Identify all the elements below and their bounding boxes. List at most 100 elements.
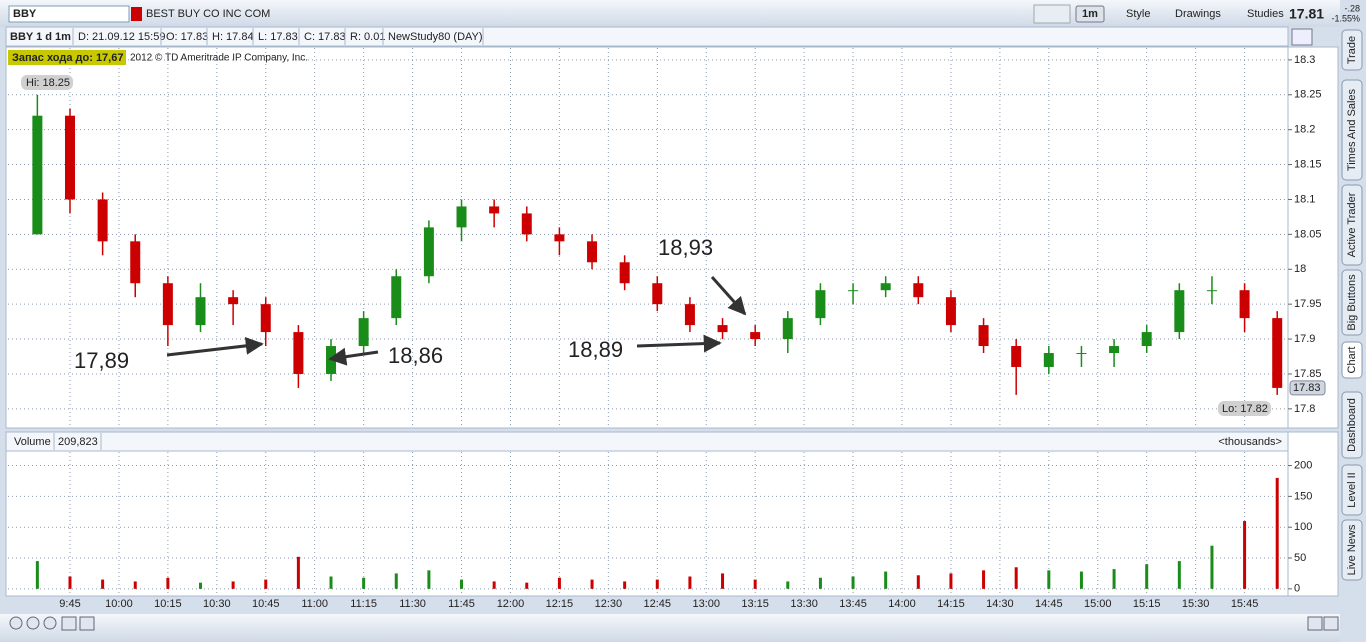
- side-tab-label[interactable]: Big Buttons: [1346, 274, 1358, 331]
- x-tick-label: 10:15: [154, 598, 182, 610]
- candle-body: [587, 241, 598, 263]
- volume-panel: [5, 431, 1289, 597]
- arrow: [710, 276, 747, 316]
- side-tab-label[interactable]: Times And Sales: [1346, 88, 1358, 171]
- volume-bar: [525, 582, 529, 589]
- side-tab[interactable]: [1341, 29, 1363, 71]
- pan-icon[interactable]: [9, 616, 23, 630]
- x-tick-label: 9:45: [59, 598, 80, 610]
- volume-bar: [949, 573, 953, 589]
- volume-bar: [35, 561, 39, 589]
- symbol[interactable]: BBY: [13, 8, 37, 20]
- volume-bar: [1112, 569, 1116, 589]
- candle-body: [880, 283, 891, 291]
- zoom-in-icon[interactable]: [26, 616, 40, 630]
- y-tick-label: 18.25: [1294, 89, 1322, 101]
- side-tab-label[interactable]: Dashboard: [1346, 398, 1358, 452]
- candle-body: [684, 304, 695, 326]
- x-tick-label: 14:00: [888, 598, 916, 610]
- candle-body: [1043, 353, 1054, 367]
- candle-body: [848, 290, 859, 292]
- volume-bar: [590, 579, 594, 589]
- info-item: NewStudy80 (DAY): [388, 31, 483, 43]
- candle-body: [130, 241, 141, 284]
- candle-body: [945, 297, 956, 326]
- info-item: L: 17.83: [258, 31, 298, 43]
- volume-bar: [394, 573, 398, 589]
- candle-body: [1239, 290, 1250, 319]
- y-tick-label: 150: [1294, 490, 1312, 502]
- side-tab-label[interactable]: Trade: [1346, 36, 1358, 64]
- last-price: 17.81: [1289, 6, 1324, 22]
- candle-body: [1076, 353, 1087, 355]
- volume-bar: [818, 577, 822, 589]
- y-tick-label: 17.8: [1294, 403, 1315, 415]
- y-tick-label: 18: [1294, 263, 1306, 275]
- side-tab[interactable]: [1341, 519, 1363, 581]
- candle-body: [32, 115, 43, 235]
- volume-bar: [1079, 571, 1083, 589]
- drawings-button[interactable]: Drawings: [1175, 8, 1221, 20]
- annotation: 17,89: [74, 348, 129, 373]
- x-tick-label: 15:30: [1182, 598, 1210, 610]
- side-tab-label[interactable]: Live News: [1346, 524, 1358, 575]
- volume-bar: [1014, 567, 1018, 589]
- side-tab[interactable]: [1341, 391, 1363, 459]
- side-tab[interactable]: [1341, 79, 1363, 181]
- candle-body: [1011, 346, 1022, 367]
- volume-bar: [199, 582, 203, 589]
- x-tick-label: 10:00: [105, 598, 133, 610]
- info-bar: [5, 26, 1289, 47]
- side-tab[interactable]: [1341, 341, 1363, 379]
- candle-body: [554, 234, 565, 242]
- studies-button[interactable]: Studies: [1247, 8, 1284, 20]
- x-tick-label: 15:45: [1231, 598, 1259, 610]
- y-tick-label: 18.3: [1294, 54, 1315, 66]
- aggregation-button[interactable]: [1075, 5, 1105, 23]
- tool-icon[interactable]: [1033, 4, 1071, 24]
- x-tick-label: 11:45: [448, 598, 475, 610]
- cursor-icon[interactable]: [61, 616, 77, 631]
- scroll-prev[interactable]: [1307, 616, 1323, 631]
- annotation: 18,93: [658, 235, 713, 260]
- maximize-icon[interactable]: [1291, 28, 1313, 46]
- scroll-next[interactable]: [1323, 616, 1339, 631]
- scroll-left[interactable]: [79, 616, 95, 631]
- y-tick-label: 17.85: [1294, 368, 1322, 380]
- volume-header: [5, 431, 1289, 452]
- note: Запас хода до: 17,67: [12, 52, 123, 64]
- volume-bar: [460, 579, 464, 589]
- side-tabs: Trade Times And Sales Active Trader Big But…: [1341, 29, 1363, 581]
- style-button[interactable]: Style: [1126, 8, 1150, 20]
- candle-body: [1141, 332, 1152, 347]
- arrow: [636, 334, 722, 353]
- side-tab-label[interactable]: Active Trader: [1346, 192, 1358, 257]
- side-tab[interactable]: [1341, 464, 1363, 516]
- side-tab-label[interactable]: Level II: [1346, 472, 1358, 507]
- zoom-out-icon[interactable]: [43, 616, 57, 630]
- volume-bar: [1145, 564, 1149, 589]
- y-tick-label: 17.95: [1294, 298, 1322, 310]
- note-box: [8, 50, 126, 65]
- side-tab[interactable]: [1341, 269, 1363, 336]
- x-tick-label: 12:30: [595, 598, 623, 610]
- x-tick-label: 15:15: [1133, 598, 1161, 610]
- symbol-box[interactable]: [8, 5, 130, 23]
- side-tab[interactable]: [1341, 184, 1363, 266]
- side-tab-label[interactable]: Chart: [1346, 347, 1358, 374]
- volume-bar: [982, 570, 986, 589]
- x-tick-label: 14:45: [1035, 598, 1063, 610]
- grid: 17.8 17.85 17.9 17.95 18 18.05 18.1 18.15 18.2 18…: [8, 48, 1322, 610]
- candle-body: [652, 283, 663, 305]
- aggregation[interactable]: 1m: [1082, 8, 1098, 20]
- x-tick-label: 10:30: [203, 598, 231, 610]
- x-tick-label: 11:15: [350, 598, 377, 610]
- candle-body: [913, 283, 924, 298]
- last-price-box: [1289, 380, 1326, 396]
- annotation: 18,89: [568, 337, 623, 362]
- volume-bar: [916, 575, 920, 589]
- x-tick-label: 15:00: [1084, 598, 1112, 610]
- candle-body: [1109, 346, 1120, 354]
- x-tick-label: 10:45: [252, 598, 280, 610]
